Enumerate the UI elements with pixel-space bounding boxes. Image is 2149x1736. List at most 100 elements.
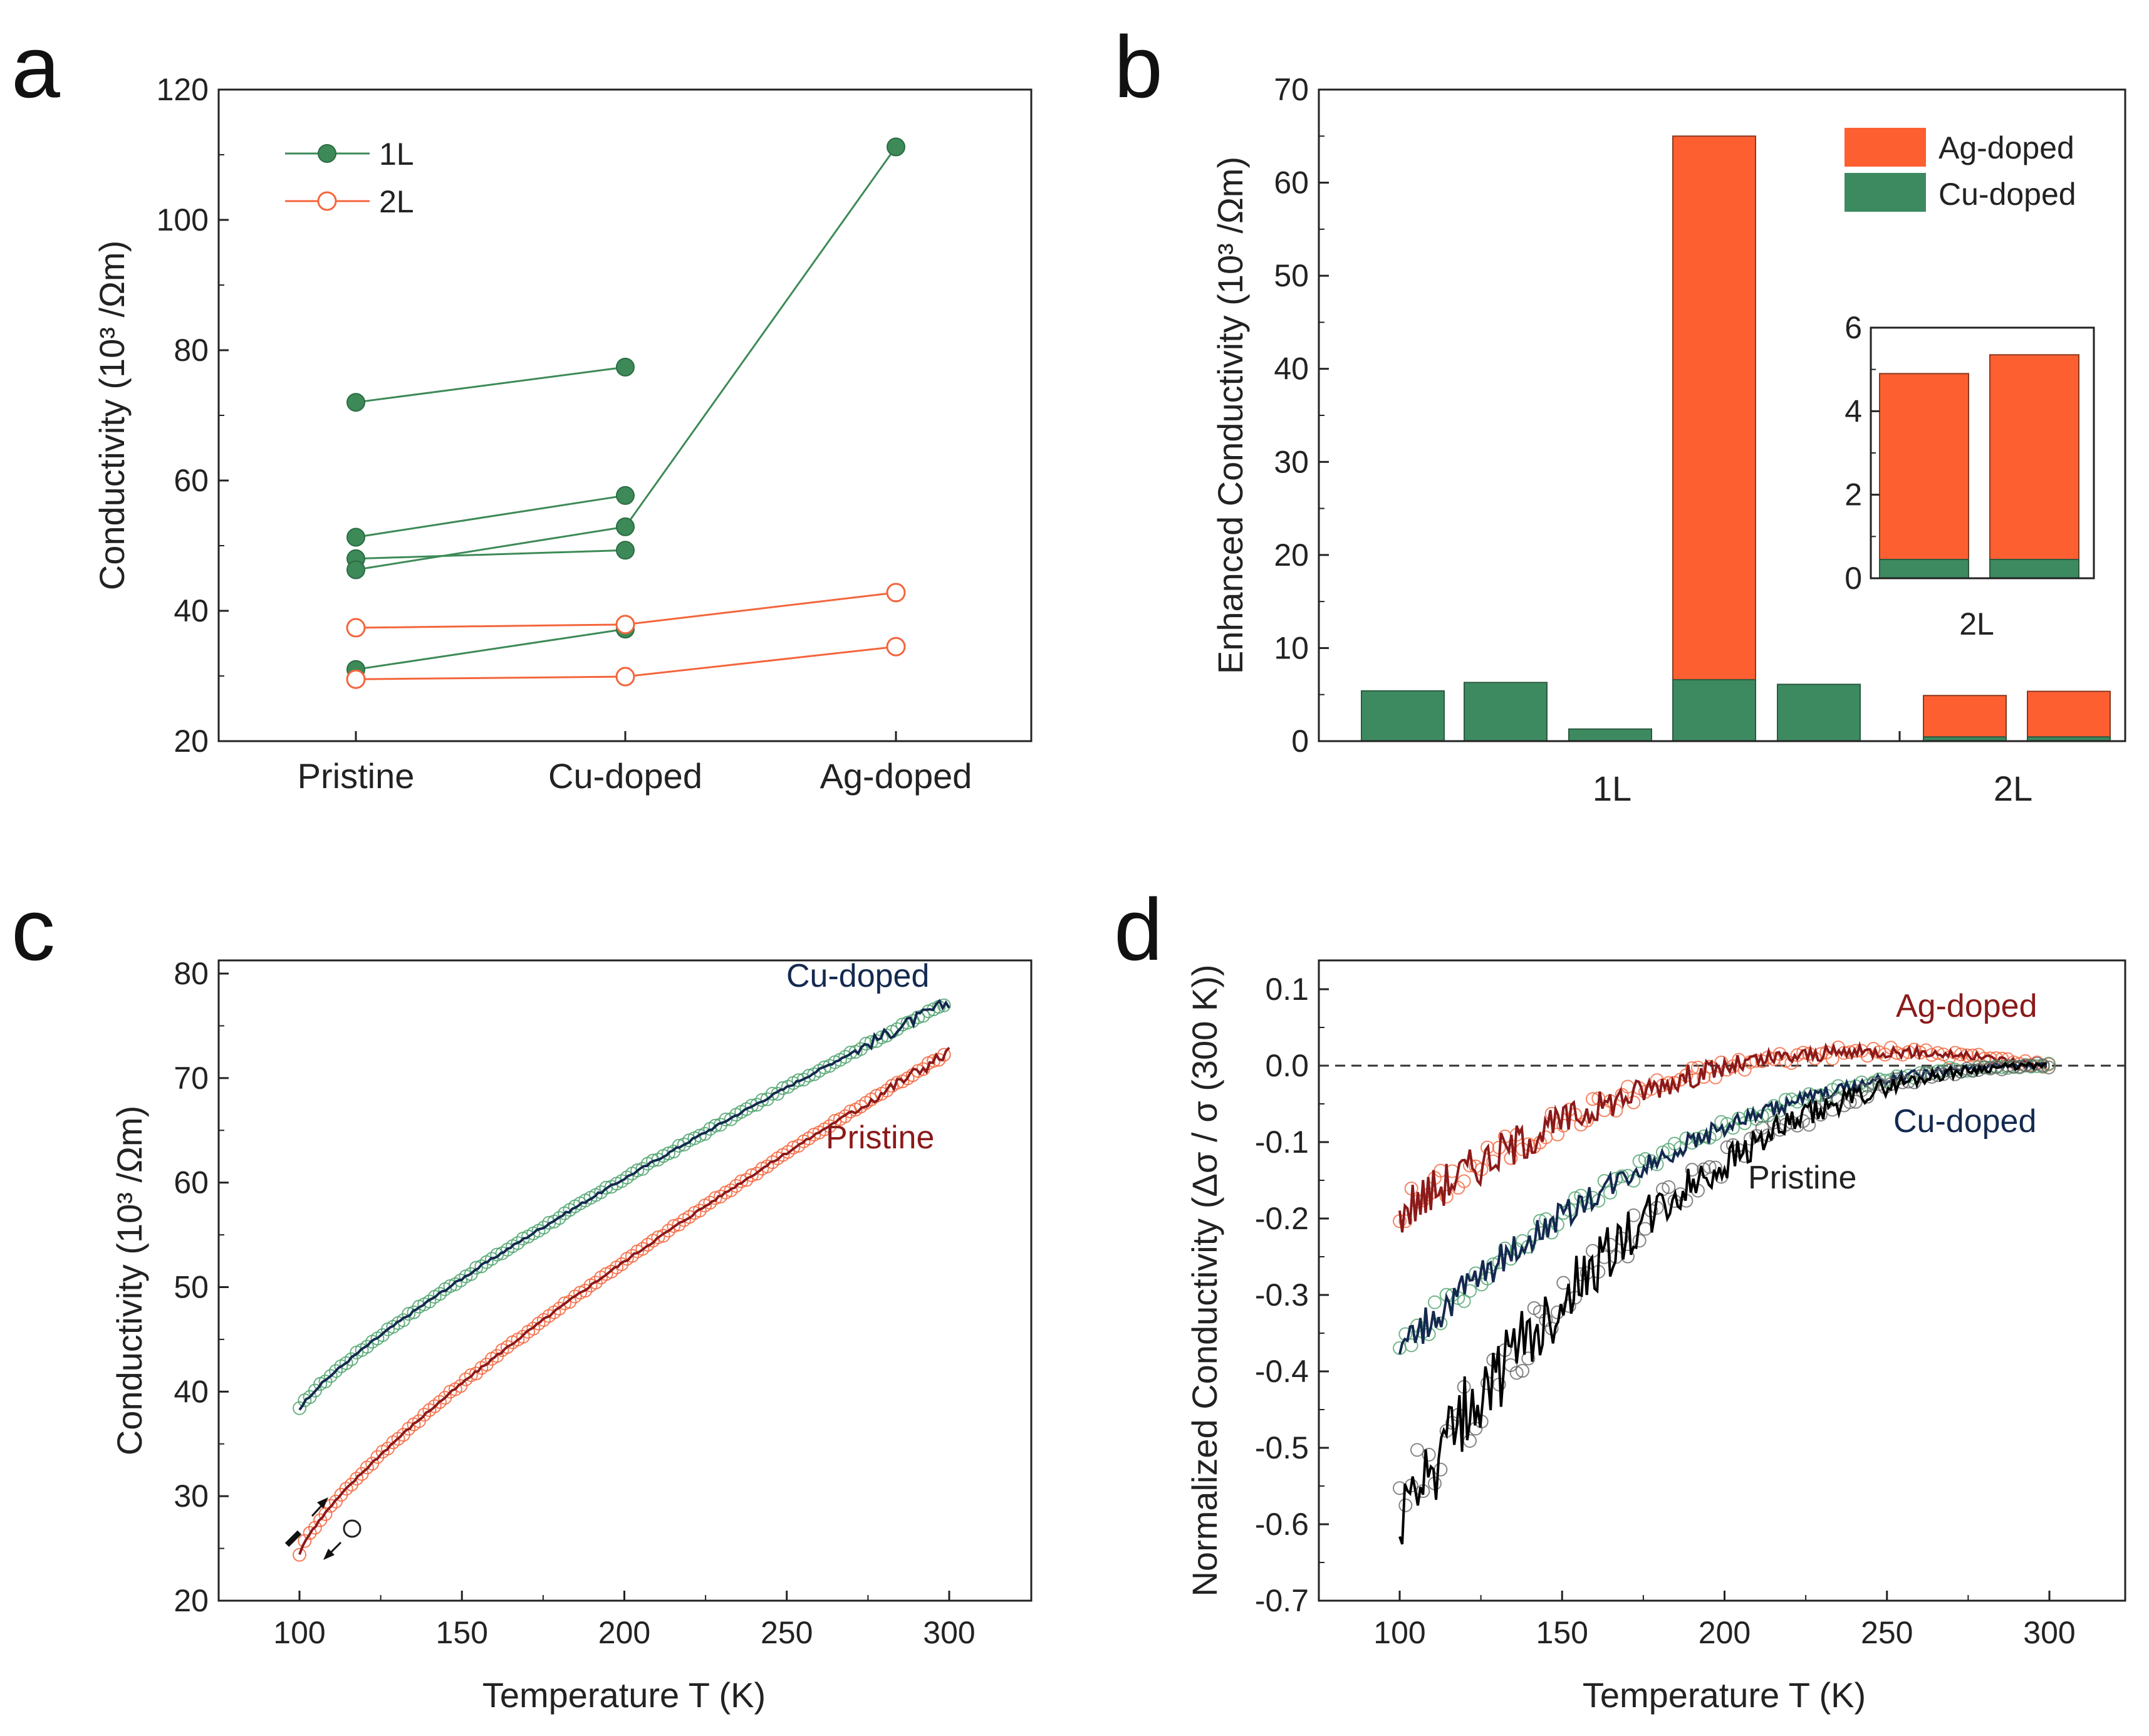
panel-d-point-ag-doped <box>1790 1048 1804 1063</box>
sweep-thick-dash <box>284 1530 302 1547</box>
panel-d-point-ag-doped <box>1930 1046 1945 1060</box>
panel-d-point-pristine <box>1702 1160 1717 1174</box>
panel-c-point-cu-doped <box>474 1259 489 1274</box>
panel-a-y-tick-label: 60 <box>174 463 209 498</box>
panel-a-point-2l <box>346 669 366 689</box>
panel-b-y-tick-label: 60 <box>1274 165 1309 200</box>
panel-a-y-tick-label: 20 <box>174 724 209 759</box>
panel-c-point-cu-doped <box>484 1252 499 1266</box>
panel-c-point-pristine <box>932 1053 946 1067</box>
panel-c-frame <box>217 959 1033 1602</box>
panel-c-x-tick-label: 250 <box>761 1615 813 1650</box>
panel-a-point-1l <box>616 358 635 377</box>
panel-c-x-tick-label: 200 <box>598 1615 650 1650</box>
panel-c-point-pristine <box>750 1167 764 1181</box>
panel-d-y-tick-label: 0.0 <box>1265 1048 1309 1083</box>
inset-x-label: 2L <box>1959 606 1994 642</box>
panel-d-point-pristine <box>1848 1094 1863 1109</box>
panel-c-point-pristine <box>339 1482 353 1496</box>
panel-d: d -0.7 -0.6 -0.5 -0.4 -0.3 -0.2 -0.1 0.0 0.1 100 1… <box>1114 880 2126 1715</box>
panel-c-point-cu-doped <box>911 1010 925 1024</box>
panel-c-point-pristine <box>760 1159 774 1173</box>
panel-a-point-1l <box>887 137 905 157</box>
panel-a-frame <box>217 88 1033 742</box>
panel-c-point-pristine <box>823 1119 837 1133</box>
panel-c-point-cu-doped <box>937 998 951 1012</box>
legend-ag-label: Ag-doped <box>1938 130 2074 165</box>
panel-d-point-ag-doped <box>1685 1061 1699 1076</box>
panel-d-curve-ag-doped <box>1398 1041 2048 1233</box>
panel-c-point-cu-doped <box>890 1022 905 1036</box>
panel-c-point-pristine <box>303 1525 317 1540</box>
panel-d-y-tick-label: -0.6 <box>1255 1507 1309 1542</box>
panel-a-y-tick-label: 80 <box>174 333 209 368</box>
panel-c-point-cu-doped <box>635 1162 650 1176</box>
panel-c-point-cu-doped <box>677 1137 691 1151</box>
panel-a-point-2l <box>886 583 906 603</box>
panel-c-y-tick-label: 70 <box>174 1061 209 1096</box>
panel-b-y-tick-label: 0 <box>1291 724 1309 759</box>
sweep-marker <box>343 1519 362 1538</box>
panel-c-y-tick-label: 20 <box>174 1583 209 1618</box>
panel-d-point-ag-doped <box>1895 1047 1910 1062</box>
panel-a-y-label: Conductivity (10³ /Ωm) <box>92 241 132 590</box>
panel-d-point-ag-doped <box>1504 1151 1518 1165</box>
panel-c-point-pristine <box>604 1264 618 1279</box>
panel-c-point-cu-doped <box>853 1042 868 1056</box>
panel-c-point-pristine <box>838 1109 853 1123</box>
panel-a-x-tick-label: Cu-doped <box>548 756 702 796</box>
legend-cu-swatch <box>1845 173 1926 212</box>
panel-a-point-2l <box>615 615 635 635</box>
panel-c-point-pristine <box>588 1276 603 1290</box>
panel-c-point-pristine <box>744 1168 759 1182</box>
sweep-up-arrowhead <box>317 1497 328 1509</box>
legend-cu-label: Cu-doped <box>1938 177 2076 212</box>
panel-b-x-group-label-2l: 2L <box>1994 769 2032 808</box>
panel-c-point-pristine <box>662 1224 676 1238</box>
inset-y-tick-label: 2 <box>1845 477 1862 512</box>
panel-a-series-line-1l <box>355 494 626 538</box>
panel-c-point-pristine <box>640 1237 655 1252</box>
panel-c-point-cu-doped <box>552 1211 566 1225</box>
panel-c-point-pristine <box>625 1249 639 1263</box>
panel-d-y-tick-label: -0.3 <box>1255 1277 1309 1312</box>
panel-d-point-pristine <box>1685 1163 1699 1177</box>
panel-c-x-tick-label: 100 <box>273 1615 325 1650</box>
panel-d-label: d <box>1114 880 1163 979</box>
panel-d-point-pristine <box>1620 1249 1635 1264</box>
panel-c-point-pristine <box>308 1520 322 1535</box>
panel-d-x-tick-label: 100 <box>1373 1615 1425 1650</box>
panel-d-x-tick-label: 200 <box>1699 1615 1751 1650</box>
panel-d-point-pristine <box>1509 1366 1524 1380</box>
panel-b-y-tick-label: 10 <box>1274 630 1309 665</box>
panel-c-point-pristine <box>417 1408 432 1422</box>
panel-c-point-pristine <box>739 1173 754 1187</box>
panel-d-ag-annotation: Ag-doped <box>1896 988 2037 1024</box>
panel-b-y-tick-label: 40 <box>1274 351 1309 387</box>
panel-c-point-cu-doped <box>698 1126 712 1141</box>
panel-c-point-pristine <box>370 1450 385 1464</box>
panel-a-point-1l <box>346 393 365 412</box>
panel-d-point-pristine <box>1398 1498 1413 1512</box>
panel-c-point-cu-doped <box>511 1236 525 1250</box>
panel-d-point-pristine <box>1802 1118 1816 1132</box>
panel-d-point-pristine <box>1632 1234 1647 1248</box>
panel-c-point-cu-doped <box>422 1294 437 1309</box>
panel-c-point-pristine <box>350 1472 364 1486</box>
panel-c-point-pristine <box>432 1395 447 1409</box>
panel-c-point-pristine <box>563 1294 577 1309</box>
panel-b-bar-cu <box>1361 690 1445 742</box>
panel-c-point-pristine <box>692 1203 707 1218</box>
panel-c-point-cu-doped <box>744 1098 759 1113</box>
panel-c-point-pristine <box>667 1219 681 1234</box>
panel-d-y-tick-label: -0.2 <box>1255 1201 1309 1236</box>
panel-c-point-cu-doped <box>724 1112 738 1126</box>
legend-2l-label: 2L <box>379 184 414 219</box>
panel-c-point-pristine <box>516 1329 530 1344</box>
legend-ag-swatch <box>1845 128 1926 167</box>
panel-a-series-line-1l <box>355 549 626 560</box>
panel-c-curve-cu-doped <box>298 999 950 1411</box>
panel-c-point-pristine <box>937 1047 951 1062</box>
